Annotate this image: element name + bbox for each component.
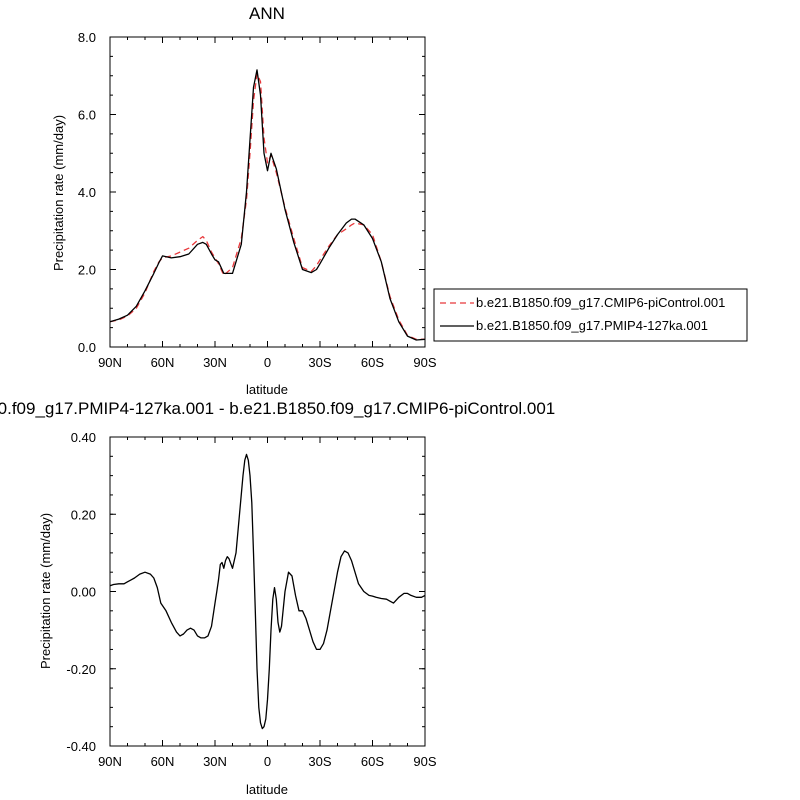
legend-box [433,288,748,342]
x-tick-label: 90N [98,754,122,769]
legend: b.e21.B1850.f09_g17.CMIP6-piControl.001 … [433,288,748,342]
series-line-1 [109,69,426,341]
x-tick-label: 0 [264,355,271,370]
x-tick-label: 30N [203,754,227,769]
x-tick-label: 30S [308,754,331,769]
series-line-0 [109,73,425,340]
x-axis-label: latitude [246,382,288,397]
y-tick-label: -0.20 [66,662,96,677]
x-axis-label: latitude [246,782,288,797]
chart-title: 850.f09_g17.PMIP4-127ka.001 - b.e21.B185… [0,399,555,418]
y-tick-label: 0.00 [71,585,96,600]
y-tick-label: 0.40 [71,430,96,445]
chart-title: ANN [249,4,285,23]
y-tick-label: -0.40 [66,739,96,754]
plot-frame [109,36,426,348]
x-tick-label: 0 [264,754,271,769]
y-axis-label: Precipitation rate (mm/day) [38,513,53,669]
x-tick-label: 90S [413,754,436,769]
y-tick-label: 2.0 [78,263,96,278]
y-tick-label: 4.0 [78,185,96,200]
x-tick-label: 60N [151,355,175,370]
legend-label-picontrol: b.e21.B1850.f09_g17.CMIP6-piControl.001 [476,295,725,310]
x-tick-label: 60S [361,754,384,769]
x-tick-label: 90S [413,355,436,370]
x-tick-label: 60S [361,355,384,370]
bottom-panel: 850.f09_g17.PMIP4-127ka.001 - b.e21.B185… [0,399,555,797]
y-tick-label: 8.0 [78,30,96,45]
series-line-0 [109,453,426,730]
y-tick-label: 0.0 [78,340,96,355]
y-tick-label: 6.0 [78,108,96,123]
x-tick-label: 30N [203,355,227,370]
y-axis-label: Precipitation rate (mm/day) [51,115,66,271]
top-panel: ANN 90N 60N 30N 0 30S 60S 90S 0.0 2.0 4.0 6.0 8.0 l… [51,4,748,397]
x-tick-label: 90N [98,355,122,370]
legend-label-127ka: b.e21.B1850.f09_g17.PMIP4-127ka.001 [476,318,708,333]
x-tick-label: 60N [151,754,175,769]
y-tick-label: 0.20 [71,507,96,522]
x-tick-label: 30S [308,355,331,370]
